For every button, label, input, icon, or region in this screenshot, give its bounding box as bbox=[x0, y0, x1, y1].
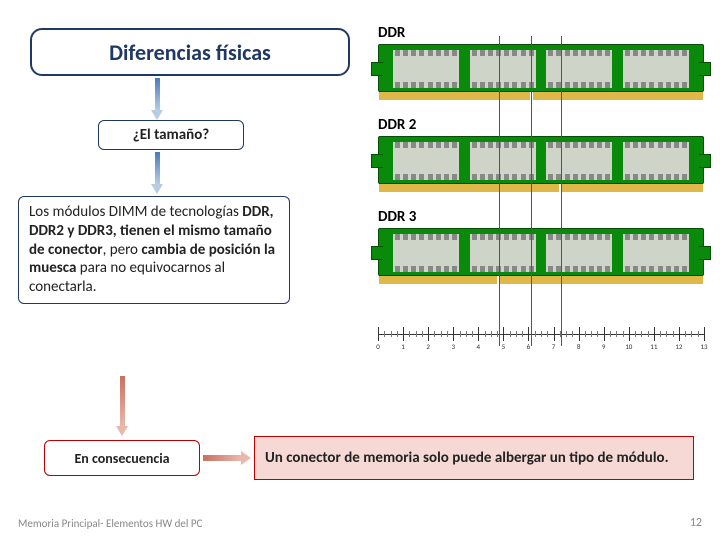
ram-chip bbox=[546, 50, 612, 88]
ram-label-ddr2: DDR 2 bbox=[378, 116, 708, 134]
notch-line-2 bbox=[561, 36, 562, 346]
ram-chip bbox=[393, 234, 459, 272]
arrow-size-to-body bbox=[155, 152, 160, 184]
ram-module-1 bbox=[378, 44, 704, 92]
ram-label-ddr: DDR bbox=[378, 24, 708, 42]
body-text-box: Los módulos DIMM de tecnologías DDR, DDR… bbox=[18, 196, 290, 304]
ram-label-ddr3: DDR 3 bbox=[378, 208, 708, 226]
ram-chip bbox=[623, 142, 689, 180]
page-number: 12 bbox=[690, 516, 702, 530]
ram-chip bbox=[546, 234, 612, 272]
size-question-box: ¿El tamaño? bbox=[98, 120, 244, 150]
ram-chip bbox=[470, 142, 536, 180]
notch-line-3 bbox=[499, 36, 500, 346]
title-box: Diferencias físicas bbox=[30, 28, 350, 76]
arrow-title-to-size bbox=[155, 78, 160, 110]
ruler: 012345678910111213 bbox=[378, 324, 704, 346]
arrow-conseq-to-result bbox=[203, 455, 241, 461]
ram-module-2 bbox=[378, 136, 704, 184]
ram-chip bbox=[546, 142, 612, 180]
ram-chip bbox=[393, 50, 459, 88]
ram-module-3 bbox=[378, 228, 704, 276]
ram-chip bbox=[623, 50, 689, 88]
ram-diagram: DDR DDR 2 DDR 3 012345678910111213 bbox=[378, 18, 708, 346]
notch-line-1 bbox=[531, 36, 532, 346]
consequence-box: En consecuencia bbox=[44, 440, 200, 476]
arrow-body-to-conseq bbox=[120, 376, 125, 426]
ram-chip bbox=[393, 142, 459, 180]
ram-chip bbox=[623, 234, 689, 272]
ram-chip bbox=[470, 50, 536, 88]
ram-chip bbox=[470, 234, 536, 272]
result-box: Un conector de memoria solo puede alberg… bbox=[254, 436, 694, 480]
footer-text: Memoria Principal- Elementos HW del PC bbox=[18, 517, 202, 530]
